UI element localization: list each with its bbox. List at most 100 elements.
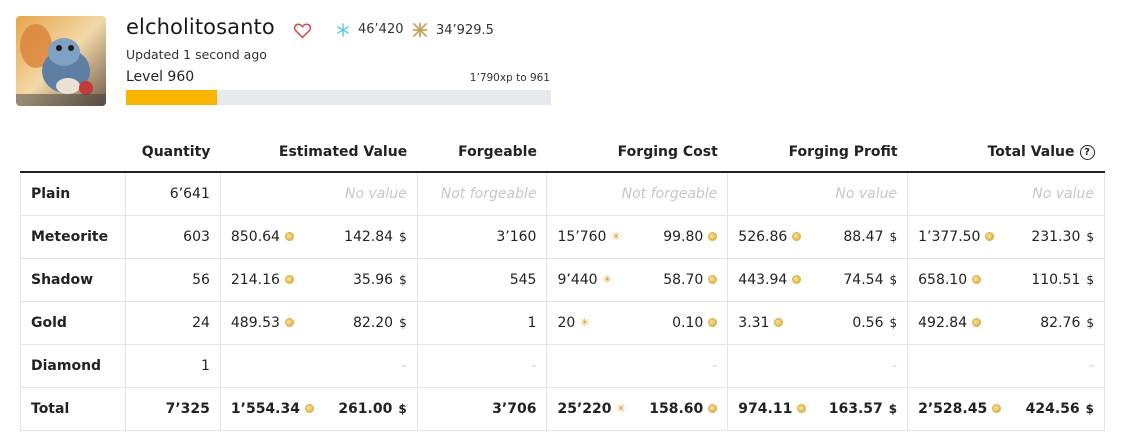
help-icon[interactable]: ? [1079, 144, 1095, 160]
dollar-icon: $ [889, 272, 898, 287]
header-estimated-value[interactable]: Estimated Value [220, 132, 418, 173]
total-coin-value: 2’528.45 [918, 400, 988, 417]
forging-profit-cell: 526.86 88.47 $ [727, 215, 908, 259]
header-total-value[interactable]: Total Value? [907, 132, 1105, 173]
coin-icon [774, 318, 784, 327]
row-name: Meteorite [20, 215, 126, 259]
level-progress-fill [126, 90, 218, 105]
table-row: Shadow 56 214.16 35.96 $ 545 9’440 ✳ 58.70… [20, 258, 1105, 302]
quantity-cell: 56 [124, 258, 221, 302]
header-forging-profit[interactable]: Forging Profit [727, 132, 908, 173]
forging-cost-cell: 15’760 ✳ 99.80 [546, 215, 728, 259]
star-value: 34’929.5 [436, 22, 494, 38]
total-value-cell: 2’528.45 424.56 $ [907, 387, 1105, 431]
header-forgeable[interactable]: Forgeable [417, 132, 547, 173]
total-value-cell: No value [907, 172, 1105, 216]
dollar-icon: $ [889, 315, 898, 330]
dollar-icon: $ [1086, 229, 1094, 244]
header-row-label [20, 132, 126, 173]
total-value-cell: 1’377.50 231.30 $ [907, 215, 1105, 259]
username: elcholitosanto [126, 15, 275, 39]
dollar-icon: $ [399, 272, 407, 287]
forging-profit-cell: 974.11 163.57 $ [727, 387, 908, 431]
dollar-icon: $ [399, 229, 407, 244]
quantity-cell: 7’325 [124, 387, 221, 431]
header-forging-cost[interactable]: Forging Cost [546, 132, 728, 173]
row-name: Shadow [20, 258, 126, 302]
quantity-cell: 1 [124, 344, 221, 388]
total-usd-value: 82.76 [1040, 314, 1081, 331]
forging-profit-cell: 3.31 0.56 $ [727, 301, 908, 345]
estimated-value-cell: 489.53 82.20 $ [219, 301, 418, 345]
forgeable-cell: 3’160 [416, 215, 547, 259]
header-quantity[interactable]: Quantity [125, 132, 221, 173]
dollar-icon: $ [398, 401, 407, 416]
coin-icon [972, 275, 982, 284]
cost-spark-value: 20 [557, 314, 576, 331]
forgeable-cell: - [416, 344, 547, 388]
forging-profit-cell: No value [727, 172, 908, 216]
estimated-value-cell: 1’554.34 261.00 $ [219, 387, 418, 431]
cost-spark-value: 9’440 [557, 271, 598, 288]
table-total-row: Total 7’325 1’554.34 261.00 $ 3’706 25’22… [20, 387, 1105, 431]
dollar-icon: $ [1085, 401, 1094, 416]
heart-icon[interactable] [293, 22, 312, 39]
estimated-value-cell: 850.64 142.84 $ [219, 215, 418, 259]
est-coin-value: 489.53 [230, 314, 280, 331]
dollar-icon: $ [399, 315, 407, 330]
total-value-cell: 658.10 110.51 $ [907, 258, 1105, 302]
forgeable-cell: Not forgeable [416, 172, 547, 216]
level-label: Level 960 [126, 69, 195, 85]
forging-profit-cell: - [727, 344, 908, 388]
row-name: Gold [20, 301, 126, 345]
updated-text: Updated 1 second ago [126, 47, 267, 62]
total-value-cell: - [907, 344, 1105, 388]
profit-usd-value: 0.56 [852, 314, 884, 331]
cost-spark-value: 25’220 [557, 400, 612, 417]
spark-icon: ✳ [616, 402, 626, 415]
snow-stat: 46’420 [336, 22, 404, 37]
forgeable-cell: 545 [416, 258, 547, 302]
profit-usd-value: 88.47 [843, 228, 884, 245]
coin-icon [284, 275, 294, 284]
estimated-value-cell: 214.16 35.96 $ [219, 258, 418, 302]
quantity-cell: 603 [124, 215, 221, 259]
total-coin-value: 1’377.50 [918, 228, 981, 245]
quantity-cell: 24 [124, 301, 221, 345]
est-usd-value: 142.84 [344, 228, 394, 245]
cost-coin-value: 58.70 [663, 271, 704, 288]
table-row: Diamond 1 - - - - - [20, 344, 1105, 388]
profit-coin-value: 443.94 [738, 271, 788, 288]
forgeable-cell: 3’706 [416, 387, 547, 431]
total-coin-value: 658.10 [918, 271, 968, 288]
cost-coin-value: 99.80 [663, 228, 704, 245]
coin-icon [797, 404, 807, 413]
dollar-icon: $ [1086, 272, 1094, 287]
forging-cost-cell: - [546, 344, 728, 388]
est-usd-value: 82.20 [352, 314, 394, 331]
row-name: Plain [20, 172, 126, 216]
forging-table: Quantity Estimated Value Forgeable Forgi… [20, 132, 1105, 431]
coin-icon [708, 275, 718, 284]
dollar-icon: $ [889, 229, 898, 244]
table-header-row: Quantity Estimated Value Forgeable Forgi… [20, 132, 1105, 173]
coin-icon [985, 232, 995, 241]
est-coin-value: 214.16 [230, 271, 280, 288]
estimated-value-cell: No value [219, 172, 418, 216]
coin-icon [992, 404, 1002, 413]
star-stat: 34’929.5 [412, 22, 494, 38]
xp-to-next: 1’790xp to 961 [469, 72, 550, 84]
total-value-cell: 492.84 82.76 $ [907, 301, 1105, 345]
estimated-value-cell: - [219, 344, 418, 388]
snow-value: 46’420 [358, 22, 404, 37]
spark-icon: ✳ [580, 316, 590, 329]
profit-coin-value: 974.11 [738, 400, 793, 417]
est-coin-value: 850.64 [230, 228, 280, 245]
coin-icon [708, 404, 718, 413]
table-row: Meteorite 603 850.64 142.84 $ 3’160 15’76… [20, 215, 1105, 259]
cost-spark-value: 15’760 [557, 228, 607, 245]
profit-usd-value: 163.57 [828, 400, 883, 417]
cost-coin-value: 158.60 [649, 400, 704, 417]
est-usd-value: 35.96 [352, 271, 394, 288]
table-row: Plain 6’641 No value Not forgeable Not f… [20, 172, 1105, 216]
